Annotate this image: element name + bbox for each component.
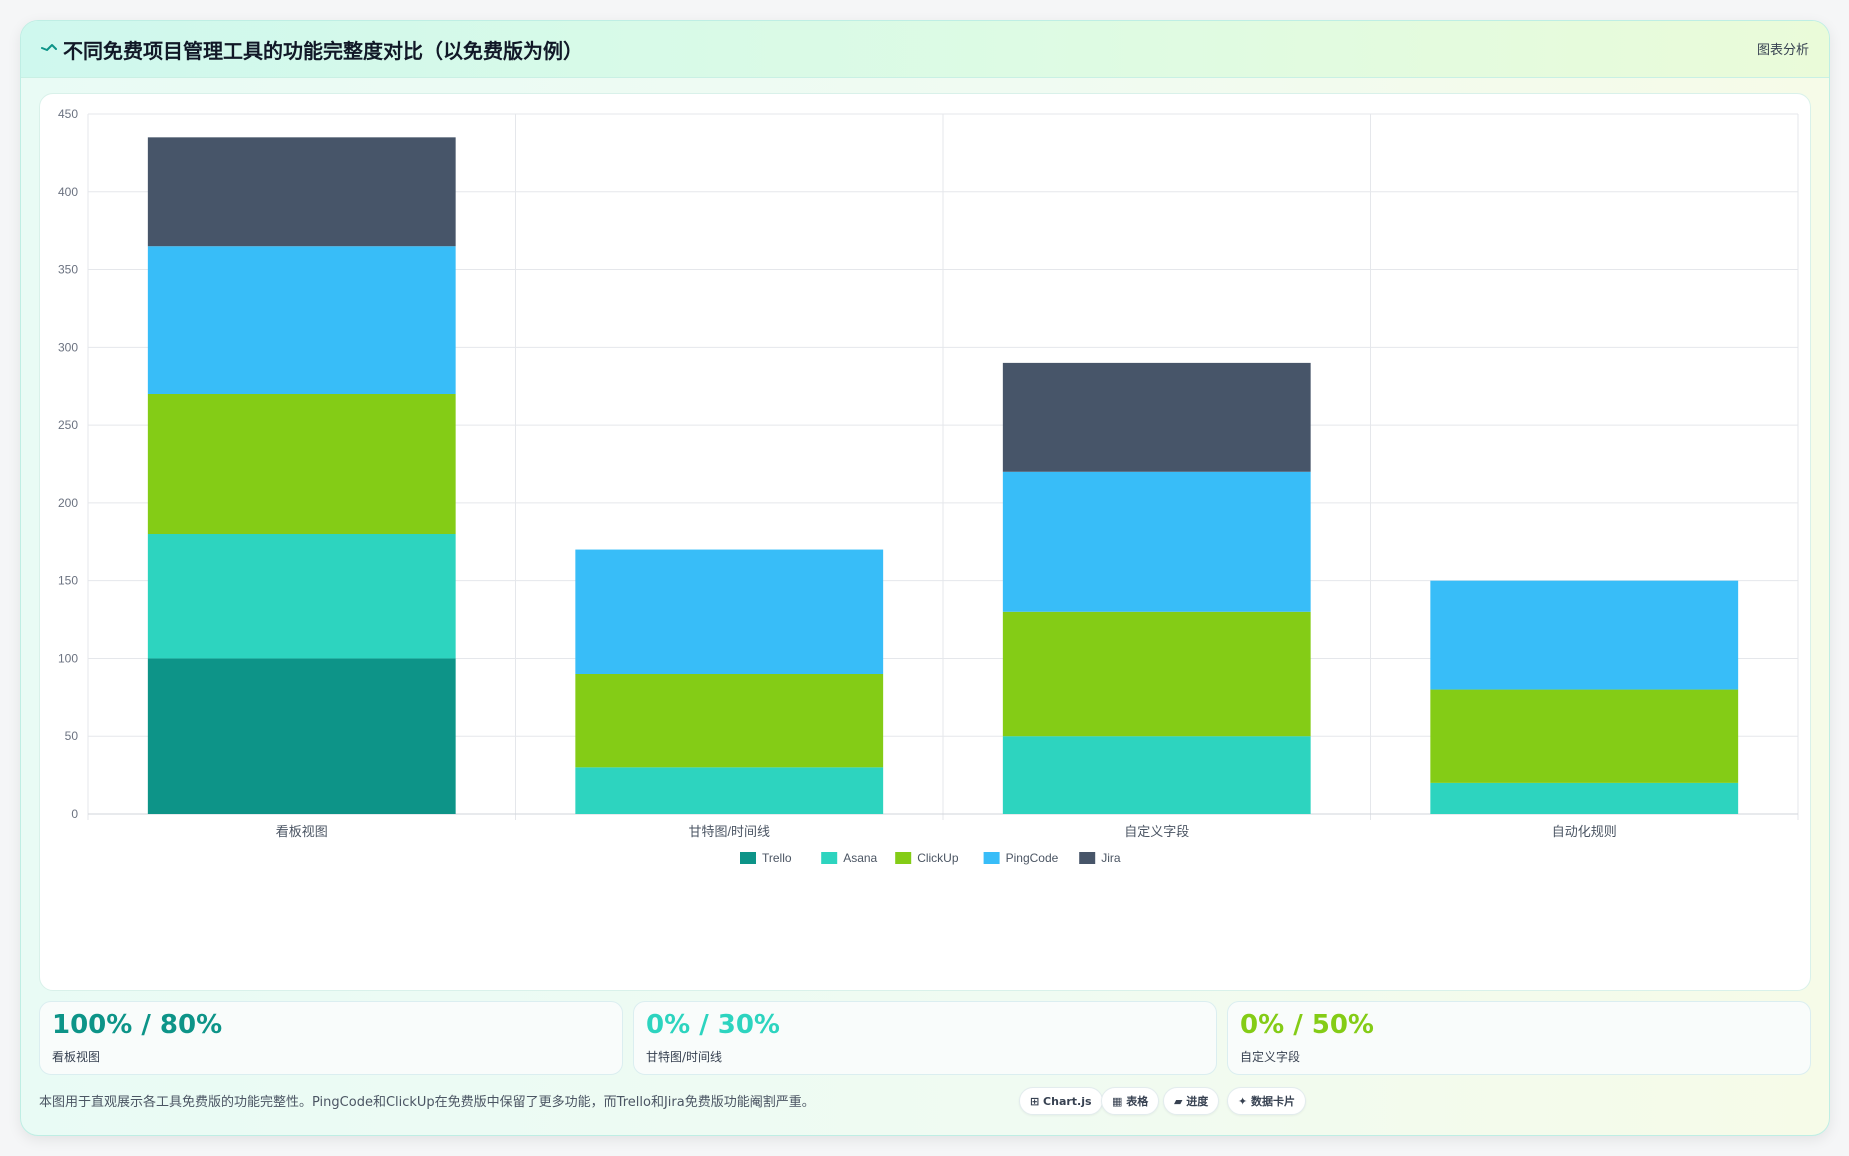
legend-label-clickup: ClickUp	[917, 851, 959, 865]
stat-label: 甘特图/时间线	[646, 1050, 723, 1064]
bar-pingcode-0	[147, 246, 456, 394]
stat-card-custom-fields: 0% / 50% 自定义字段	[1227, 1001, 1811, 1075]
y-tick-label: 350	[58, 263, 78, 277]
x-tick-label: 自动化规则	[1552, 824, 1617, 839]
legend-swatch-trello	[740, 852, 756, 864]
y-tick-label: 50	[65, 729, 79, 743]
x-tick-label: 看板视图	[276, 824, 328, 839]
legend-swatch-jira	[1079, 852, 1096, 864]
y-tick-label: 400	[58, 185, 78, 199]
bar-asana-1	[575, 767, 884, 814]
sparkline-icon	[41, 44, 57, 51]
progress-chip[interactable]: ▰ 进度	[1163, 1087, 1220, 1115]
table-chip[interactable]: ▦ 表格	[1101, 1087, 1160, 1115]
stat-value: 0% / 30%	[646, 1010, 780, 1040]
legend-label-trello: Trello	[762, 851, 792, 865]
legend-swatch-pingcode	[983, 852, 1000, 864]
legend-label-jira: Jira	[1101, 851, 1121, 865]
bar-asana-3	[1430, 782, 1739, 814]
legend-swatch-asana	[821, 852, 838, 864]
bar-asana-2	[1002, 736, 1311, 814]
bar-pingcode-1	[575, 549, 884, 674]
bar-clickup-1	[575, 674, 884, 768]
stat-card-gantt: 0% / 30% 甘特图/时间线	[633, 1001, 1217, 1075]
y-tick-label: 300	[58, 340, 78, 354]
stat-value: 100% / 80%	[52, 1010, 223, 1040]
stacked-bar-chart: 0 50 100 150 200 250 300 350 400 450 看板视图 甘特图/时间线 自定…	[58, 107, 1799, 865]
chart-analysis-button[interactable]: 图表分析	[1756, 43, 1809, 58]
bar-pingcode-3	[1430, 580, 1739, 690]
legend-label-pingcode: PingCode	[1006, 851, 1059, 865]
y-tick-label: 450	[58, 107, 78, 121]
x-tick-label: 自定义字段	[1124, 824, 1189, 839]
bar-trello-0	[147, 658, 456, 814]
bar-clickup-2	[1002, 611, 1311, 737]
y-tick-label: 200	[58, 496, 78, 510]
stat-value: 0% / 50%	[1240, 1010, 1374, 1040]
y-tick-label: 0	[71, 807, 78, 821]
y-tick-label: 250	[58, 418, 78, 432]
bar-clickup-3	[1430, 689, 1739, 783]
y-tick-label: 100	[58, 651, 78, 665]
card-header: 不同免费项目管理工具的功能完整度对比（以免费版为例） 图表分析	[21, 21, 1829, 78]
bar-jira-0	[147, 137, 456, 247]
y-tick-label: 150	[58, 574, 78, 588]
stat-label: 自定义字段	[1240, 1050, 1301, 1064]
footer-note: 本图用于直观展示各工具免费版的功能完整性。PingCode和ClickUp在免费…	[39, 1095, 815, 1110]
chartjs-chip[interactable]: ⊞ Chart.js	[1019, 1087, 1103, 1115]
bar-jira-2	[1002, 362, 1311, 472]
x-tick-label: 甘特图/时间线	[688, 824, 770, 839]
chart-panel: 0 50 100 150 200 250 300 350 400 450 看板视图 甘特图/时间线 自定…	[39, 93, 1811, 991]
bar-asana-0	[147, 534, 456, 659]
bar-clickup-0	[147, 394, 456, 534]
chart-card: 不同免费项目管理工具的功能完整度对比（以免费版为例） 图表分析 0 50 100 15…	[20, 20, 1830, 1136]
legend-label-asana: Asana	[843, 851, 877, 865]
bar-pingcode-2	[1002, 471, 1311, 612]
data-card-chip[interactable]: ✦ 数据卡片	[1227, 1087, 1307, 1115]
legend-swatch-clickup	[895, 852, 912, 864]
stat-label: 看板视图	[52, 1050, 101, 1064]
page-title: 不同免费项目管理工具的功能完整度对比（以免费版为例）	[63, 39, 583, 63]
stat-card-kanban: 100% / 80% 看板视图	[39, 1001, 623, 1075]
